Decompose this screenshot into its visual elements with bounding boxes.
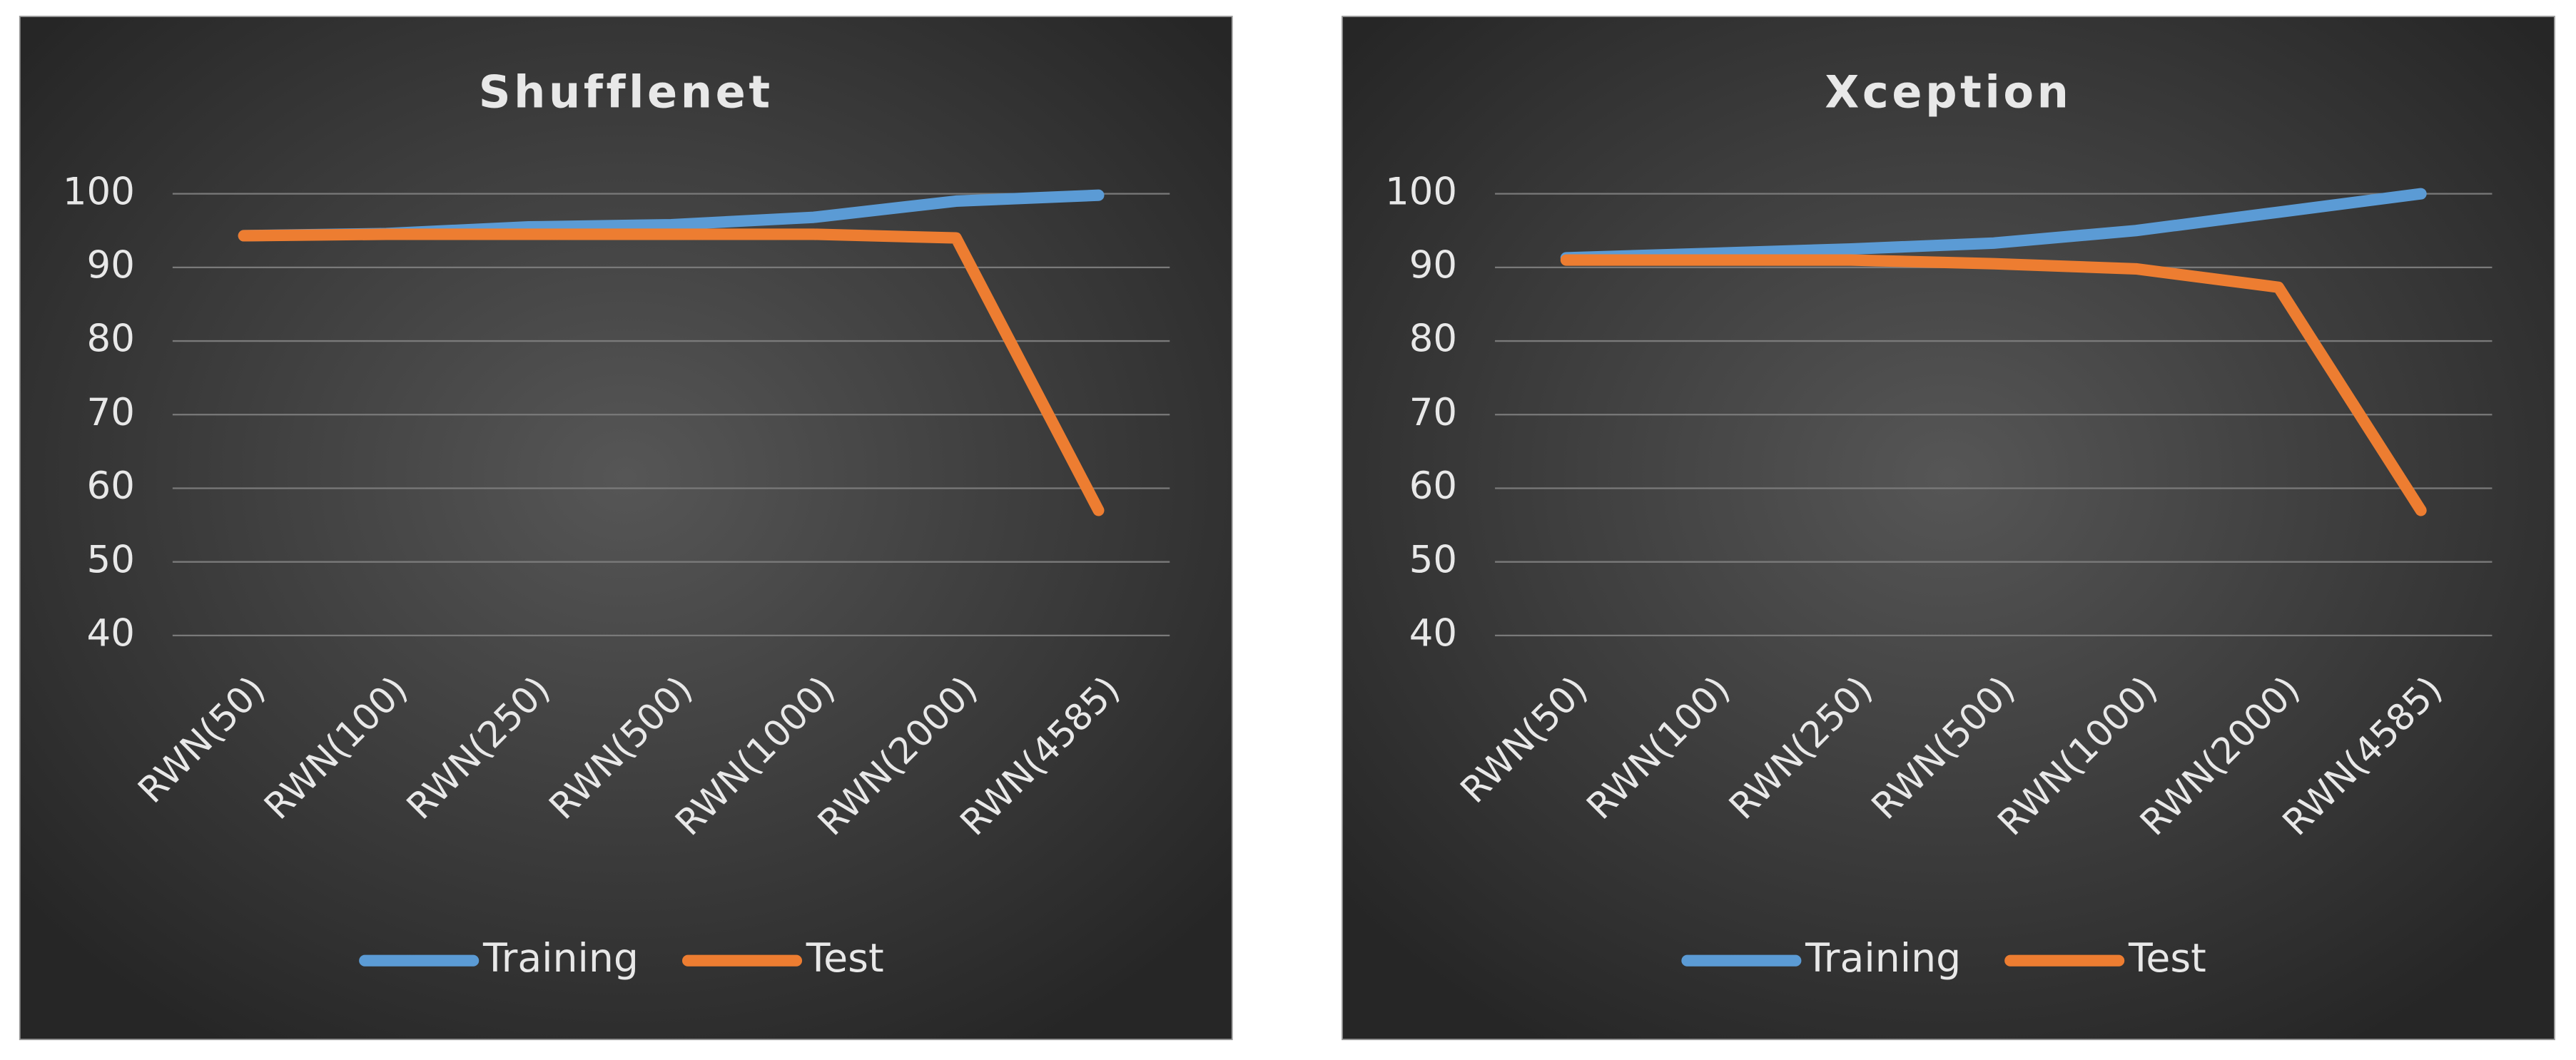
chart-title: Xception <box>1825 66 2072 118</box>
chart-panel: Xception405060708090100RWN(50)RWN(100)RW… <box>1342 16 2555 1041</box>
data-line <box>238 228 1105 516</box>
legend-label: Training <box>482 936 639 982</box>
y-tick-label: 90 <box>87 243 135 287</box>
y-tick-label: 90 <box>1409 243 1457 287</box>
chart-panel: Shufflenet405060708090100RWN(50)RWN(100)… <box>19 16 1233 1041</box>
chart-background <box>19 16 1233 1041</box>
y-tick-label: 60 <box>87 464 135 508</box>
y-tick-label: 60 <box>1409 464 1457 508</box>
legend-label: Training <box>1805 936 1961 982</box>
y-tick-label: 40 <box>1409 612 1457 656</box>
data-line <box>1560 254 2427 516</box>
y-tick-label: 80 <box>87 317 135 361</box>
chart-background <box>1342 16 2555 1041</box>
data-line <box>1560 188 2427 264</box>
legend-label: Test <box>806 936 884 982</box>
chart-title: Shufflenet <box>479 66 774 118</box>
y-tick-label: 70 <box>87 391 135 434</box>
y-tick-label: 50 <box>1409 538 1457 581</box>
y-tick-label: 100 <box>63 170 135 213</box>
y-tick-label: 80 <box>1409 317 1457 361</box>
y-tick-label: 70 <box>1409 391 1457 434</box>
y-tick-label: 40 <box>87 612 135 656</box>
y-tick-label: 100 <box>1385 170 1457 213</box>
legend-label: Test <box>2128 936 2206 982</box>
y-tick-label: 50 <box>87 538 135 581</box>
